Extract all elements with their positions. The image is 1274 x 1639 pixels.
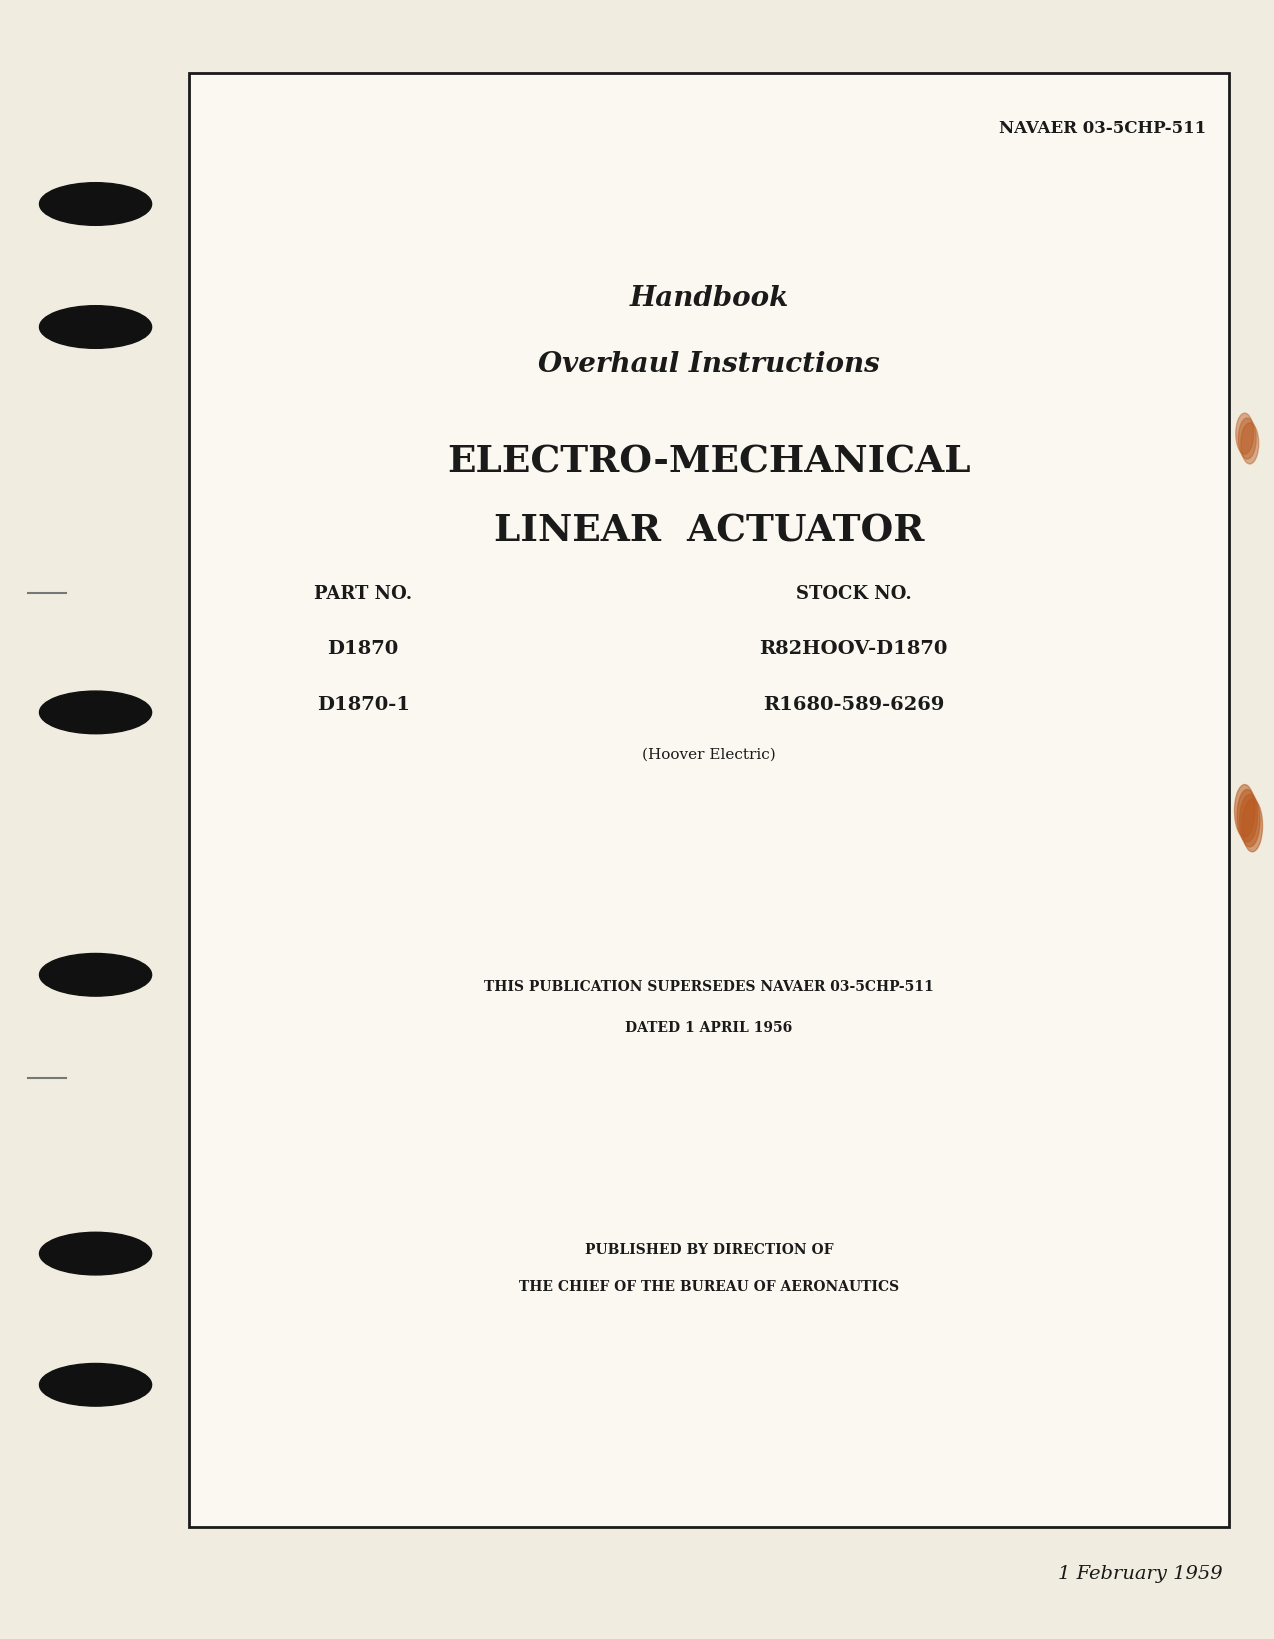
Text: R82HOOV-D1870: R82HOOV-D1870 <box>759 641 948 657</box>
Ellipse shape <box>1235 785 1255 838</box>
Text: R1680-589-6269: R1680-589-6269 <box>763 697 944 713</box>
Ellipse shape <box>1236 413 1254 454</box>
Text: 1 February 1959: 1 February 1959 <box>1059 1564 1223 1582</box>
Text: THE CHIEF OF THE BUREAU OF AERONAUTICS: THE CHIEF OF THE BUREAU OF AERONAUTICS <box>519 1280 899 1293</box>
Ellipse shape <box>39 1233 152 1275</box>
Text: ELECTRO-MECHANICAL: ELECTRO-MECHANICAL <box>447 444 971 480</box>
Text: D1870-1: D1870-1 <box>317 697 409 713</box>
Text: DATED 1 APRIL 1956: DATED 1 APRIL 1956 <box>626 1021 792 1034</box>
Ellipse shape <box>39 184 152 226</box>
FancyBboxPatch shape <box>189 74 1229 1528</box>
Ellipse shape <box>39 692 152 734</box>
Ellipse shape <box>1237 790 1257 842</box>
Text: (Hoover Electric): (Hoover Electric) <box>642 747 776 760</box>
Text: Overhaul Instructions: Overhaul Instructions <box>538 351 880 377</box>
Ellipse shape <box>1238 418 1256 459</box>
Ellipse shape <box>1240 795 1260 847</box>
Ellipse shape <box>39 306 152 349</box>
Text: PART NO.: PART NO. <box>313 585 413 602</box>
Text: Handbook: Handbook <box>629 285 789 311</box>
Text: THIS PUBLICATION SUPERSEDES NAVAER 03-5CHP-511: THIS PUBLICATION SUPERSEDES NAVAER 03-5C… <box>484 980 934 993</box>
Ellipse shape <box>1241 425 1259 465</box>
Text: NAVAER 03-5CHP-511: NAVAER 03-5CHP-511 <box>999 120 1206 136</box>
Ellipse shape <box>39 954 152 997</box>
Ellipse shape <box>39 1364 152 1406</box>
Ellipse shape <box>1242 800 1263 852</box>
Text: LINEAR  ACTUATOR: LINEAR ACTUATOR <box>494 513 924 549</box>
Text: STOCK NO.: STOCK NO. <box>796 585 911 602</box>
Text: PUBLISHED BY DIRECTION OF: PUBLISHED BY DIRECTION OF <box>585 1242 833 1255</box>
Text: D1870: D1870 <box>327 641 399 657</box>
